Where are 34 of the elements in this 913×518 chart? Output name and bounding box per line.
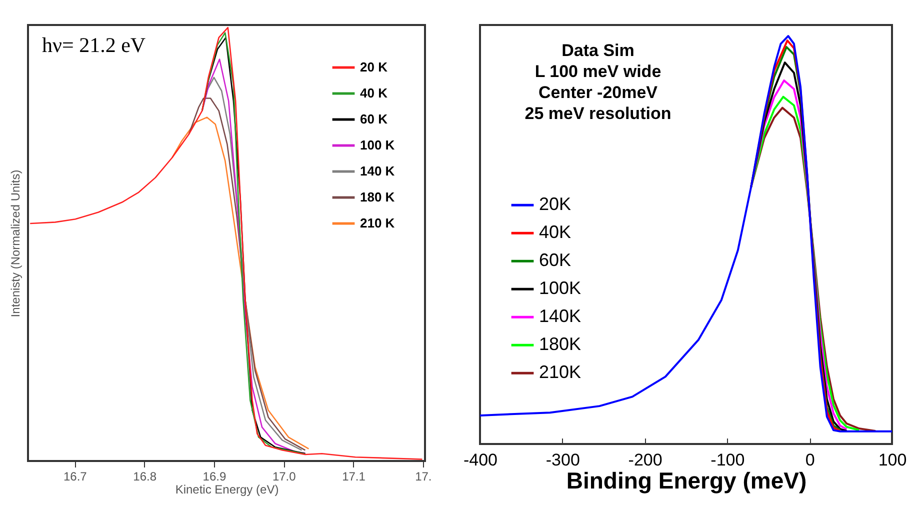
x-tick-label: 16.8 [133, 470, 157, 484]
legend-label: 20 K [360, 60, 388, 74]
x-tick-label: 0 [805, 450, 815, 470]
x-tick-label: -100 [710, 450, 745, 470]
legend-label: 20K [539, 194, 572, 214]
annotation: Center -20meV [538, 83, 658, 102]
legend-label: 140K [539, 306, 582, 326]
x-tick-label: 17. [415, 470, 432, 484]
annotation: hν= 21.2 eV [42, 33, 146, 57]
x-tick-label: 100 [878, 450, 907, 470]
x-tick-label: -300 [546, 450, 580, 470]
x-axis-title: Kinetic Energy (eV) [175, 482, 279, 496]
legend-label: 100 K [360, 138, 396, 152]
annotation: Data Sim [562, 41, 634, 60]
x-axis-title: Binding Energy (meV) [566, 468, 807, 494]
legend-label: 100K [539, 278, 582, 298]
legend-label: 180 K [360, 190, 396, 204]
x-tick-label: -400 [463, 450, 498, 470]
legend-label: 210K [539, 362, 582, 382]
x-tick-label: 16.7 [63, 470, 88, 484]
legend-label: 60 K [360, 112, 388, 126]
x-tick-label: 16.9 [202, 470, 226, 484]
x-tick-label: 17.0 [272, 470, 296, 484]
legend-label: 40 K [360, 86, 388, 100]
annotation: L 100 meV wide [534, 62, 662, 81]
legend-label: 180K [539, 334, 582, 354]
annotation: 25 meV resolution [524, 104, 672, 123]
x-tick-label: -200 [628, 450, 662, 470]
x-tick-label: 17.1 [342, 470, 366, 484]
legend-label: 140 K [360, 164, 396, 178]
legend-label: 40K [539, 222, 572, 242]
y-axis-title: Intenisty (Normalized Units) [8, 170, 22, 318]
legend-label: 60K [539, 250, 572, 270]
legend-label: 210 K [360, 216, 396, 230]
